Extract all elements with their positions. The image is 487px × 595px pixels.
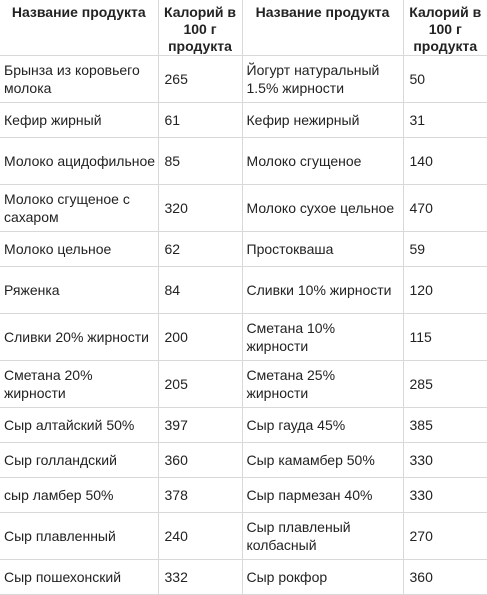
product-name-cell: Простокваша [241,231,404,267]
table-body: Брынза из коровьего молока 265 Йогурт на… [0,55,487,595]
table-row: Сливки 20% жирности 200 Сметана 10% жирн… [0,313,487,361]
product-name-cell: Сыр плавленный [0,512,159,560]
product-name-cell: Сливки 10% жирности [241,266,404,314]
table-row: Брынза из коровьего молока 265 Йогурт на… [0,55,487,103]
table-row: Сыр пошехонский 332 Сыр рокфор 360 [0,559,487,595]
calories-cell: 62 [157,231,243,267]
table-row: Молоко сгущеное с сахаром 320 Молоко сух… [0,184,487,232]
calories-cell: 265 [157,55,243,103]
product-name-cell: Молоко цельное [0,231,159,267]
product-name-cell: Молоко ацидофильное [0,137,159,185]
product-name-cell: Сыр пошехонский [0,559,159,595]
calories-cell: 240 [157,512,243,560]
table-row: Ряженка 84 Сливки 10% жирности 120 [0,266,487,314]
calories-cell: 50 [402,55,487,103]
product-name-cell: Сыр гауда 45% [241,407,404,443]
table-row: Сыр плавленный 240 Сыр плавленый колбасн… [0,512,487,560]
product-name-cell: Сыр голландский [0,442,159,478]
product-name-cell: Кефир нежирный [241,102,404,138]
product-name-cell: Сыр плавленый колбасный [241,512,404,560]
header-product-name-left: Название продукта [0,0,159,56]
table-row: Сметана 20% жирности 205 Сметана 25% жир… [0,360,487,408]
product-name-cell: Йогурт натуральный 1.5% жирности [241,55,404,103]
calories-cell: 200 [157,313,243,361]
calories-cell: 120 [402,266,487,314]
product-name-cell: Молоко сгущеное с сахаром [0,184,159,232]
calories-cell: 270 [402,512,487,560]
product-name-cell: Брынза из коровьего молока [0,55,159,103]
table-row: Сыр голландский 360 Сыр камамбер 50% 330 [0,442,487,478]
table-row: Кефир жирный 61 Кефир нежирный 31 [0,102,487,138]
calories-cell: 332 [157,559,243,595]
calories-cell: 84 [157,266,243,314]
table-row: Молоко цельное 62 Простокваша 59 [0,231,487,267]
product-name-cell: Сыр рокфор [241,559,404,595]
calories-cell: 360 [402,559,487,595]
table-row: сыр ламбер 50% 378 Сыр пармезан 40% 330 [0,477,487,513]
calories-cell: 85 [157,137,243,185]
product-name-cell: Молоко сухое цельное [241,184,404,232]
calories-cell: 470 [402,184,487,232]
header-calories-left: Калорий в 100 г продукта [157,0,243,56]
calories-cell: 360 [157,442,243,478]
product-name-cell: Ряженка [0,266,159,314]
header-row: Название продукта Калорий в 100 г продук… [0,0,487,56]
header-label: Калорий в 100 г продукта [409,4,482,54]
table-row: Сыр алтайский 50% 397 Сыр гауда 45% 385 [0,407,487,443]
calories-cell: 330 [402,477,487,513]
product-name-cell: Кефир жирный [0,102,159,138]
calories-cell: 285 [402,360,487,408]
product-name-cell: Молоко сгущеное [241,137,404,185]
header-calories-right: Калорий в 100 г продукта [402,0,487,56]
product-name-cell: Сметана 20% жирности [0,360,159,408]
product-name-cell: Сыр пармезан 40% [241,477,404,513]
product-name-cell: Сыр алтайский 50% [0,407,159,443]
calories-cell: 385 [402,407,487,443]
product-name-cell: Сметана 10% жирности [241,313,404,361]
product-name-cell: Сливки 20% жирности [0,313,159,361]
header-label: Название продукта [11,4,146,20]
calories-cell: 140 [402,137,487,185]
header-product-name-right: Название продукта [241,0,404,56]
header-label: Калорий в 100 г продукта [163,4,237,54]
product-name-cell: сыр ламбер 50% [0,477,159,513]
product-name-cell: Сыр камамбер 50% [241,442,404,478]
calories-cell: 205 [157,360,243,408]
calories-cell: 320 [157,184,243,232]
calories-cell: 59 [402,231,487,267]
table-header: Название продукта Калорий в 100 г продук… [0,0,487,56]
header-label: Название продукта [255,4,390,20]
product-name-cell: Сметана 25% жирности [241,360,404,408]
calories-cell: 61 [157,102,243,138]
calories-cell: 115 [402,313,487,361]
calories-cell: 330 [402,442,487,478]
calories-cell: 31 [402,102,487,138]
calories-cell: 397 [157,407,243,443]
table-row: Молоко ацидофильное 85 Молоко сгущеное 1… [0,137,487,185]
calories-cell: 378 [157,477,243,513]
